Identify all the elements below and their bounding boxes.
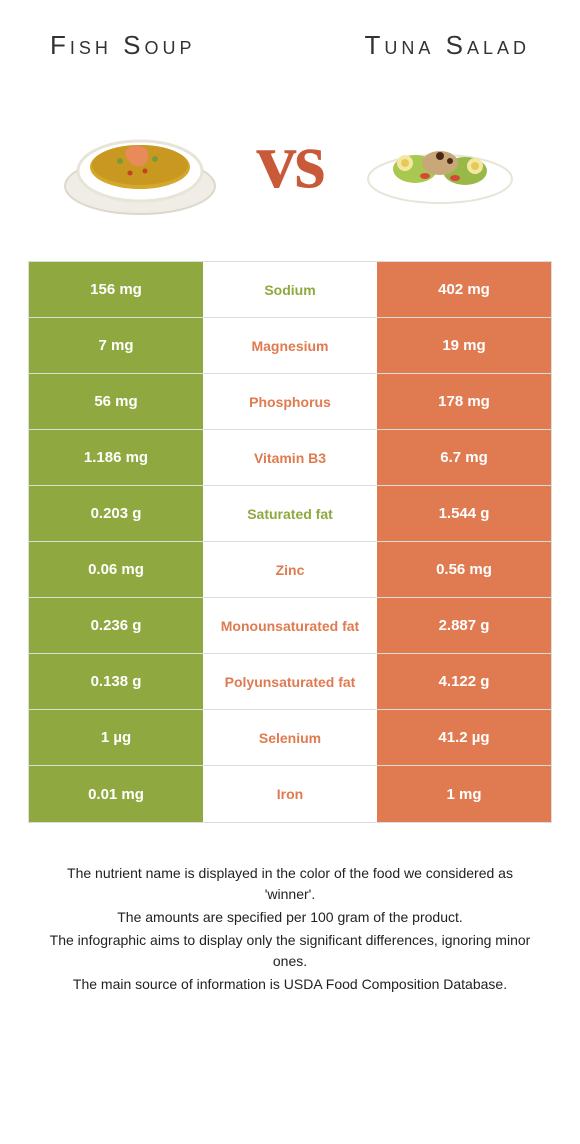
right-title: Tuna salad (365, 30, 530, 61)
titles-row: Fish soup Tuna salad (20, 20, 560, 91)
vs-text: vs (256, 116, 323, 207)
footer-line: The main source of information is USDA F… (40, 974, 540, 995)
table-row: 1.186 mgVitamin B36.7 mg (29, 430, 551, 486)
nutrient-name: Phosphorus (203, 374, 377, 429)
table-row: 156 mgSodium402 mg (29, 262, 551, 318)
vs-section: vs (20, 91, 560, 261)
left-value: 156 mg (29, 262, 203, 317)
left-value: 1 µg (29, 710, 203, 765)
nutrient-name: Magnesium (203, 318, 377, 373)
right-value: 1 mg (377, 766, 551, 822)
nutrient-name: Iron (203, 766, 377, 822)
left-title: Fish soup (50, 30, 195, 61)
nutrient-name: Sodium (203, 262, 377, 317)
table-row: 0.236 gMonounsaturated fat2.887 g (29, 598, 551, 654)
right-value: 6.7 mg (377, 430, 551, 485)
table-row: 1 µgSelenium41.2 µg (29, 710, 551, 766)
left-value: 56 mg (29, 374, 203, 429)
left-value: 0.203 g (29, 486, 203, 541)
footer-line: The amounts are specified per 100 gram o… (40, 907, 540, 928)
right-value: 2.887 g (377, 598, 551, 653)
right-food-image (355, 101, 525, 221)
left-value: 0.138 g (29, 654, 203, 709)
right-value: 4.122 g (377, 654, 551, 709)
right-value: 0.56 mg (377, 542, 551, 597)
table-row: 7 mgMagnesium19 mg (29, 318, 551, 374)
left-value: 1.186 mg (29, 430, 203, 485)
footer-line: The nutrient name is displayed in the co… (40, 863, 540, 905)
right-value: 41.2 µg (377, 710, 551, 765)
footer-notes: The nutrient name is displayed in the co… (20, 863, 560, 997)
nutrient-name: Selenium (203, 710, 377, 765)
nutrient-table: 156 mgSodium402 mg7 mgMagnesium19 mg56 m… (28, 261, 552, 823)
table-row: 0.01 mgIron1 mg (29, 766, 551, 822)
right-value: 178 mg (377, 374, 551, 429)
left-food-image (55, 101, 225, 221)
table-row: 0.138 gPolyunsaturated fat4.122 g (29, 654, 551, 710)
right-value: 1.544 g (377, 486, 551, 541)
left-value: 7 mg (29, 318, 203, 373)
right-value: 19 mg (377, 318, 551, 373)
nutrient-name: Vitamin B3 (203, 430, 377, 485)
left-value: 0.236 g (29, 598, 203, 653)
nutrient-name: Zinc (203, 542, 377, 597)
nutrient-name: Polyunsaturated fat (203, 654, 377, 709)
footer-line: The infographic aims to display only the… (40, 930, 540, 972)
left-value: 0.01 mg (29, 766, 203, 822)
nutrient-name: Saturated fat (203, 486, 377, 541)
nutrient-name: Monounsaturated fat (203, 598, 377, 653)
right-value: 402 mg (377, 262, 551, 317)
table-row: 56 mgPhosphorus178 mg (29, 374, 551, 430)
table-row: 0.06 mgZinc0.56 mg (29, 542, 551, 598)
table-row: 0.203 gSaturated fat1.544 g (29, 486, 551, 542)
left-value: 0.06 mg (29, 542, 203, 597)
